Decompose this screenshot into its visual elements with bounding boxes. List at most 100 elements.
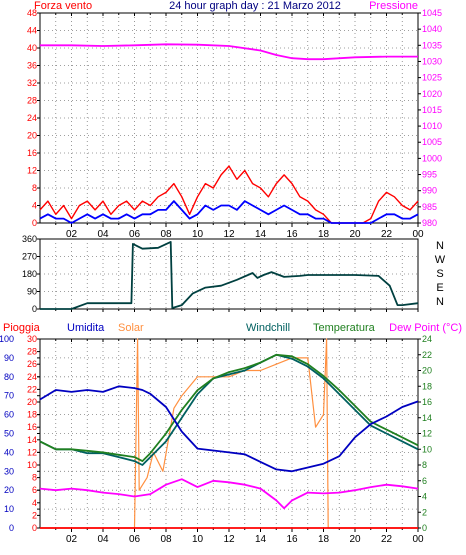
temperature-tick-label: 22 <box>422 350 432 360</box>
rain-tick-label: 16 <box>27 422 37 432</box>
pressure-tick-label: 1045 <box>422 8 442 18</box>
x-tick-label: 04 <box>97 229 109 240</box>
windchill-label: Windchill <box>246 322 290 334</box>
dewpoint-label: Dew Point (°C) <box>389 322 462 334</box>
x-tick-label: 16 <box>286 534 298 545</box>
humidity-tick-label: 10 <box>4 504 14 514</box>
pressure-tick-label: 1015 <box>422 105 442 115</box>
rain-tick-label: 28 <box>27 347 37 357</box>
wind-tick-label: 28 <box>27 96 37 106</box>
temperature-tick-label: 8 <box>422 460 427 470</box>
direction-tick-label: 90 <box>27 287 37 297</box>
x-tick-label: 10 <box>192 534 204 545</box>
pressure-line <box>40 43 418 61</box>
x-tick-label: 04 <box>97 534 109 545</box>
rain-tick-label: 4 <box>32 498 37 508</box>
pressure-tick-label: 1035 <box>422 40 442 50</box>
x-tick-label: 00 <box>412 534 424 545</box>
solar-label: Solar <box>118 322 144 334</box>
wind-tick-label: 24 <box>27 113 37 123</box>
x-tick-label: 22 <box>381 534 393 545</box>
rain-tick-label: 18 <box>27 410 37 420</box>
wind-axes: 02 04 06 08 10 12 14 16 18 20 22 000481216202428323… <box>27 8 442 240</box>
pressure-tick-label: 980 <box>422 218 437 228</box>
temperature-tick-label: 10 <box>422 444 432 454</box>
wind-speed-line <box>39 165 419 224</box>
humidity-tick-label: 70 <box>4 391 14 401</box>
temperature-tick-label: 12 <box>422 429 432 439</box>
temperature-tick-label: 6 <box>422 476 427 486</box>
wind-tick-label: 36 <box>27 61 37 71</box>
rain-tick-label: 0 <box>32 523 37 533</box>
pressure-tick-label: 985 <box>422 202 437 212</box>
compass-label: E <box>436 282 443 294</box>
temp-series <box>39 338 419 529</box>
temperature-tick-label: 4 <box>422 492 427 502</box>
humidity-tick-label: 40 <box>4 447 14 457</box>
x-tick-label: 14 <box>255 229 267 240</box>
solar-line <box>40 338 418 529</box>
compass-label: W <box>435 254 446 266</box>
pressure-tick-label: 1000 <box>422 153 442 163</box>
wind-axis-label: Forza vento <box>34 0 92 12</box>
temperature-tick-label: 2 <box>422 507 427 517</box>
wind-series <box>39 43 419 224</box>
temperature-tick-label: 18 <box>422 381 432 391</box>
direction-grid <box>40 239 418 309</box>
x-tick-label: 18 <box>318 534 330 545</box>
rain-tick-label: 2 <box>32 510 37 520</box>
dewpoint-line <box>39 478 419 510</box>
pressure-tick-label: 1005 <box>422 137 442 147</box>
humidity-tick-label: 60 <box>4 410 14 420</box>
temperature-label: Temperatura <box>313 322 376 334</box>
humidity-tick-label: 80 <box>4 372 14 382</box>
humidity-label: Umidita <box>67 322 105 334</box>
wind-tick-label: 48 <box>27 8 37 18</box>
rain-tick-label: 12 <box>27 447 37 457</box>
direction-tick-label: 180 <box>22 269 37 279</box>
direction-series <box>40 240 419 310</box>
rain-tick-label: 14 <box>27 435 37 445</box>
x-tick-label: 14 <box>255 534 267 545</box>
humidity-tick-label: 50 <box>4 429 14 439</box>
humidity-tick-label: 30 <box>4 466 14 476</box>
temperature-line <box>39 353 419 463</box>
humidity-tick-label: 20 <box>4 485 14 495</box>
wind-tick-label: 12 <box>27 166 37 176</box>
windchill-line <box>39 353 419 466</box>
pressure-tick-label: 990 <box>422 186 437 196</box>
x-tick-label: 12 <box>223 534 235 545</box>
wind-tick-label: 44 <box>27 26 37 36</box>
rain-tick-label: 20 <box>27 397 37 407</box>
wind-direction-line <box>40 240 419 310</box>
temperature-tick-label: 16 <box>422 397 432 407</box>
humidity-line <box>39 385 419 473</box>
x-tick-label: 20 <box>349 229 361 240</box>
x-tick-label: 06 <box>129 229 141 240</box>
graph-title: 24 hour graph day : 21 Marzo 2012 <box>169 0 341 12</box>
temperature-tick-label: 0 <box>422 523 427 533</box>
temperature-tick-label: 20 <box>422 366 432 376</box>
x-tick-label: 02 <box>66 534 78 545</box>
x-tick-label: 10 <box>192 229 204 240</box>
wind-tick-label: 32 <box>27 78 37 88</box>
x-tick-label: 08 <box>160 229 172 240</box>
x-tick-label: 06 <box>129 534 141 545</box>
temp-axes: 02 04 06 08 10 12 14 16 18 20 22 000102030405060708… <box>0 334 432 545</box>
x-tick-label: 18 <box>318 229 330 240</box>
wind-tick-label: 16 <box>27 148 37 158</box>
rain-tick-label: 10 <box>27 460 37 470</box>
pressure-axis-label: Pressione <box>369 0 418 12</box>
rain-label: Pioggia <box>3 322 41 334</box>
temperature-tick-label: 24 <box>422 334 432 344</box>
rain-tick-label: 6 <box>32 485 37 495</box>
rain-tick-label: 26 <box>27 359 37 369</box>
x-tick-label: 08 <box>160 534 172 545</box>
x-tick-label: 00 <box>412 229 424 240</box>
pressure-tick-label: 995 <box>422 170 437 180</box>
wind-tick-label: 8 <box>32 183 37 193</box>
x-tick-label: 12 <box>223 229 235 240</box>
pressure-tick-label: 1040 <box>422 24 442 34</box>
